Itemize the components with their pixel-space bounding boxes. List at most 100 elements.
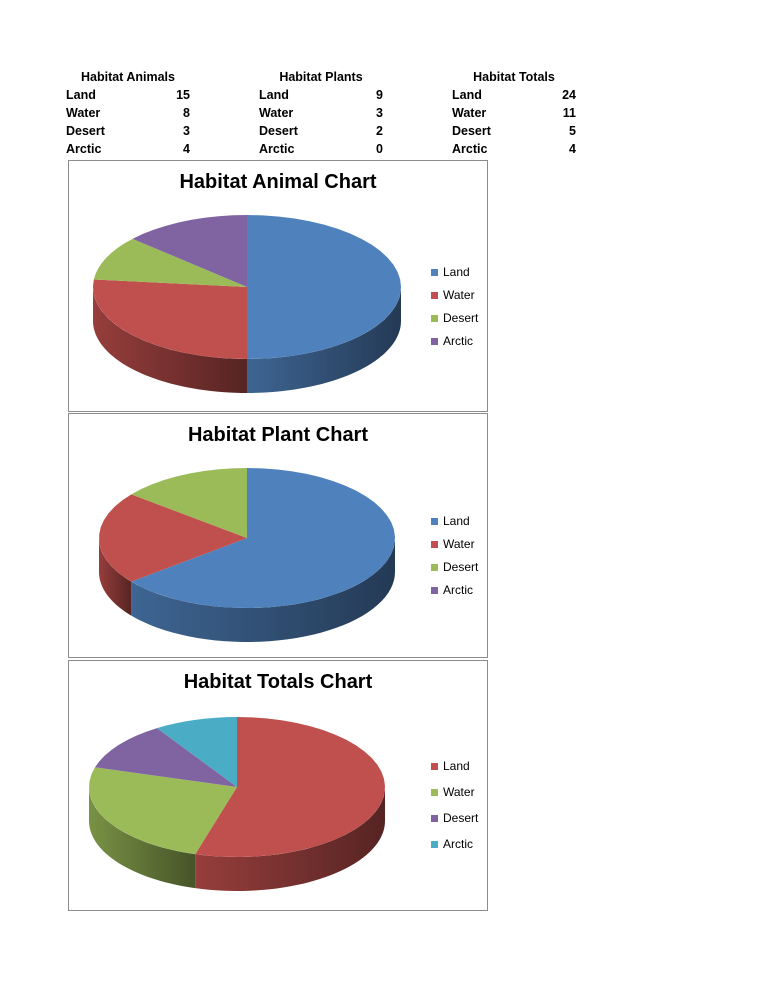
legend-label: Desert (443, 560, 479, 574)
pie-slice-desert (95, 728, 237, 787)
pie-slice-desert (131, 468, 247, 538)
table-header: Habitat Totals (473, 70, 555, 84)
pie-slice-side (131, 538, 395, 642)
plant-pie-chart (99, 468, 395, 642)
table-row: Water 3 (259, 104, 383, 122)
legend-item: Water (431, 287, 478, 310)
totals-pie-chart (89, 717, 385, 891)
legend-item: Arctic (431, 836, 478, 862)
table-row: Water 11 (452, 104, 576, 122)
row-label: Arctic (452, 142, 488, 156)
pie-slice-side (99, 538, 132, 616)
pie-slice-side (195, 787, 385, 891)
chart-title: Habitat Plant Chart (187, 424, 369, 446)
legend-label: Arctic (443, 837, 473, 851)
table-header: Habitat Animals (80, 70, 175, 84)
pie-top-group (99, 468, 395, 608)
pie-side-group (89, 787, 385, 891)
legend-swatch (431, 269, 438, 276)
chart-legend: Land Water Desert Arctic (431, 513, 478, 605)
chart-title: Habitat Animal Chart (179, 171, 377, 193)
pie-slice-desert (93, 238, 247, 287)
legend-swatch (431, 815, 438, 822)
row-label: Water (259, 106, 294, 120)
legend-swatch (431, 518, 438, 525)
legend-label: Land (443, 759, 470, 773)
legend-item: Desert (431, 810, 478, 836)
legend-item: Arctic (431, 333, 478, 356)
legend-label: Water (443, 288, 475, 302)
chart-title: Habitat Totals Chart (183, 671, 373, 693)
pie-slice-water (99, 494, 247, 582)
row-value: 24 (562, 88, 576, 102)
legend-item: Arctic (431, 582, 478, 605)
pie-slice-land (247, 215, 401, 359)
table-row: Arctic 4 (452, 140, 576, 158)
table-row: Arctic 4 (66, 140, 190, 158)
pie-side-group (99, 538, 395, 642)
legend-label: Water (443, 785, 475, 799)
pie-slice-arctic (132, 215, 247, 287)
table-row: Land 9 (259, 86, 383, 104)
legend-label: Desert (443, 811, 479, 825)
habitat-plants-table: Habitat Plants Land 9 Water 3 Desert 2 Arct… (259, 68, 383, 158)
habitat-totals-table: Habitat Totals Land 24 Water 11 Desert 5 Ar… (452, 68, 576, 158)
legend-label: Arctic (443, 334, 473, 348)
legend-item: Land (431, 758, 478, 784)
legend-item: Desert (431, 310, 478, 333)
row-value: 11 (562, 106, 576, 120)
pie-slice-water (89, 767, 237, 855)
row-label: Desert (452, 124, 491, 138)
legend-item: Water (431, 784, 478, 810)
row-value: 5 (569, 124, 576, 138)
row-value: 8 (183, 106, 190, 120)
legend-item: Water (431, 536, 478, 559)
legend-swatch (431, 789, 438, 796)
chart-legend: Land Water Desert Arctic (431, 758, 478, 862)
row-label: Land (66, 88, 96, 102)
table-row: Desert 5 (452, 122, 576, 140)
row-value: 15 (176, 88, 190, 102)
animal-pie-chart (93, 215, 401, 393)
legend-swatch (431, 587, 438, 594)
row-label: Arctic (259, 142, 295, 156)
row-value: 3 (376, 106, 383, 120)
pie-slice-side (247, 287, 401, 393)
pie-slice-side (89, 787, 196, 889)
row-label: Water (66, 106, 101, 120)
row-label: Desert (259, 124, 298, 138)
row-label: Arctic (66, 142, 102, 156)
habitat-animals-table: Habitat Animals Land 15 Water 8 Desert 3 Ar… (66, 68, 190, 158)
pie-slice-land (131, 468, 395, 608)
legend-swatch (431, 763, 438, 770)
row-value: 3 (183, 124, 190, 138)
plant-chart-panel: Habitat Plant Chart Land Water Desert Ar… (68, 413, 488, 658)
pie-side-group (93, 287, 401, 393)
legend-swatch (431, 564, 438, 571)
pie-slice-side (93, 287, 247, 393)
row-label: Land (452, 88, 482, 102)
legend-item: Desert (431, 559, 478, 582)
table-header: Habitat Plants (279, 70, 363, 84)
table-row: Water 8 (66, 104, 190, 122)
row-value: 4 (183, 142, 190, 156)
legend-label: Desert (443, 311, 479, 325)
legend-swatch (431, 841, 438, 848)
legend-label: Water (443, 537, 475, 551)
row-label: Water (452, 106, 487, 120)
pie-top-group (89, 717, 385, 857)
legend-swatch (431, 315, 438, 322)
table-row: Desert 3 (66, 122, 190, 140)
pie-slice-water (93, 279, 247, 359)
row-label: Desert (66, 124, 105, 138)
row-value: 0 (376, 142, 383, 156)
legend-label: Arctic (443, 583, 473, 597)
table-row: Land 24 (452, 86, 576, 104)
animal-chart-panel: Habitat Animal Chart Land Water Desert A… (68, 160, 488, 412)
pie-slice-arctic (156, 717, 237, 787)
table-row: Desert 2 (259, 122, 383, 140)
table-row: Land 15 (66, 86, 190, 104)
row-value: 4 (569, 142, 576, 156)
legend-swatch (431, 338, 438, 345)
legend-swatch (431, 292, 438, 299)
